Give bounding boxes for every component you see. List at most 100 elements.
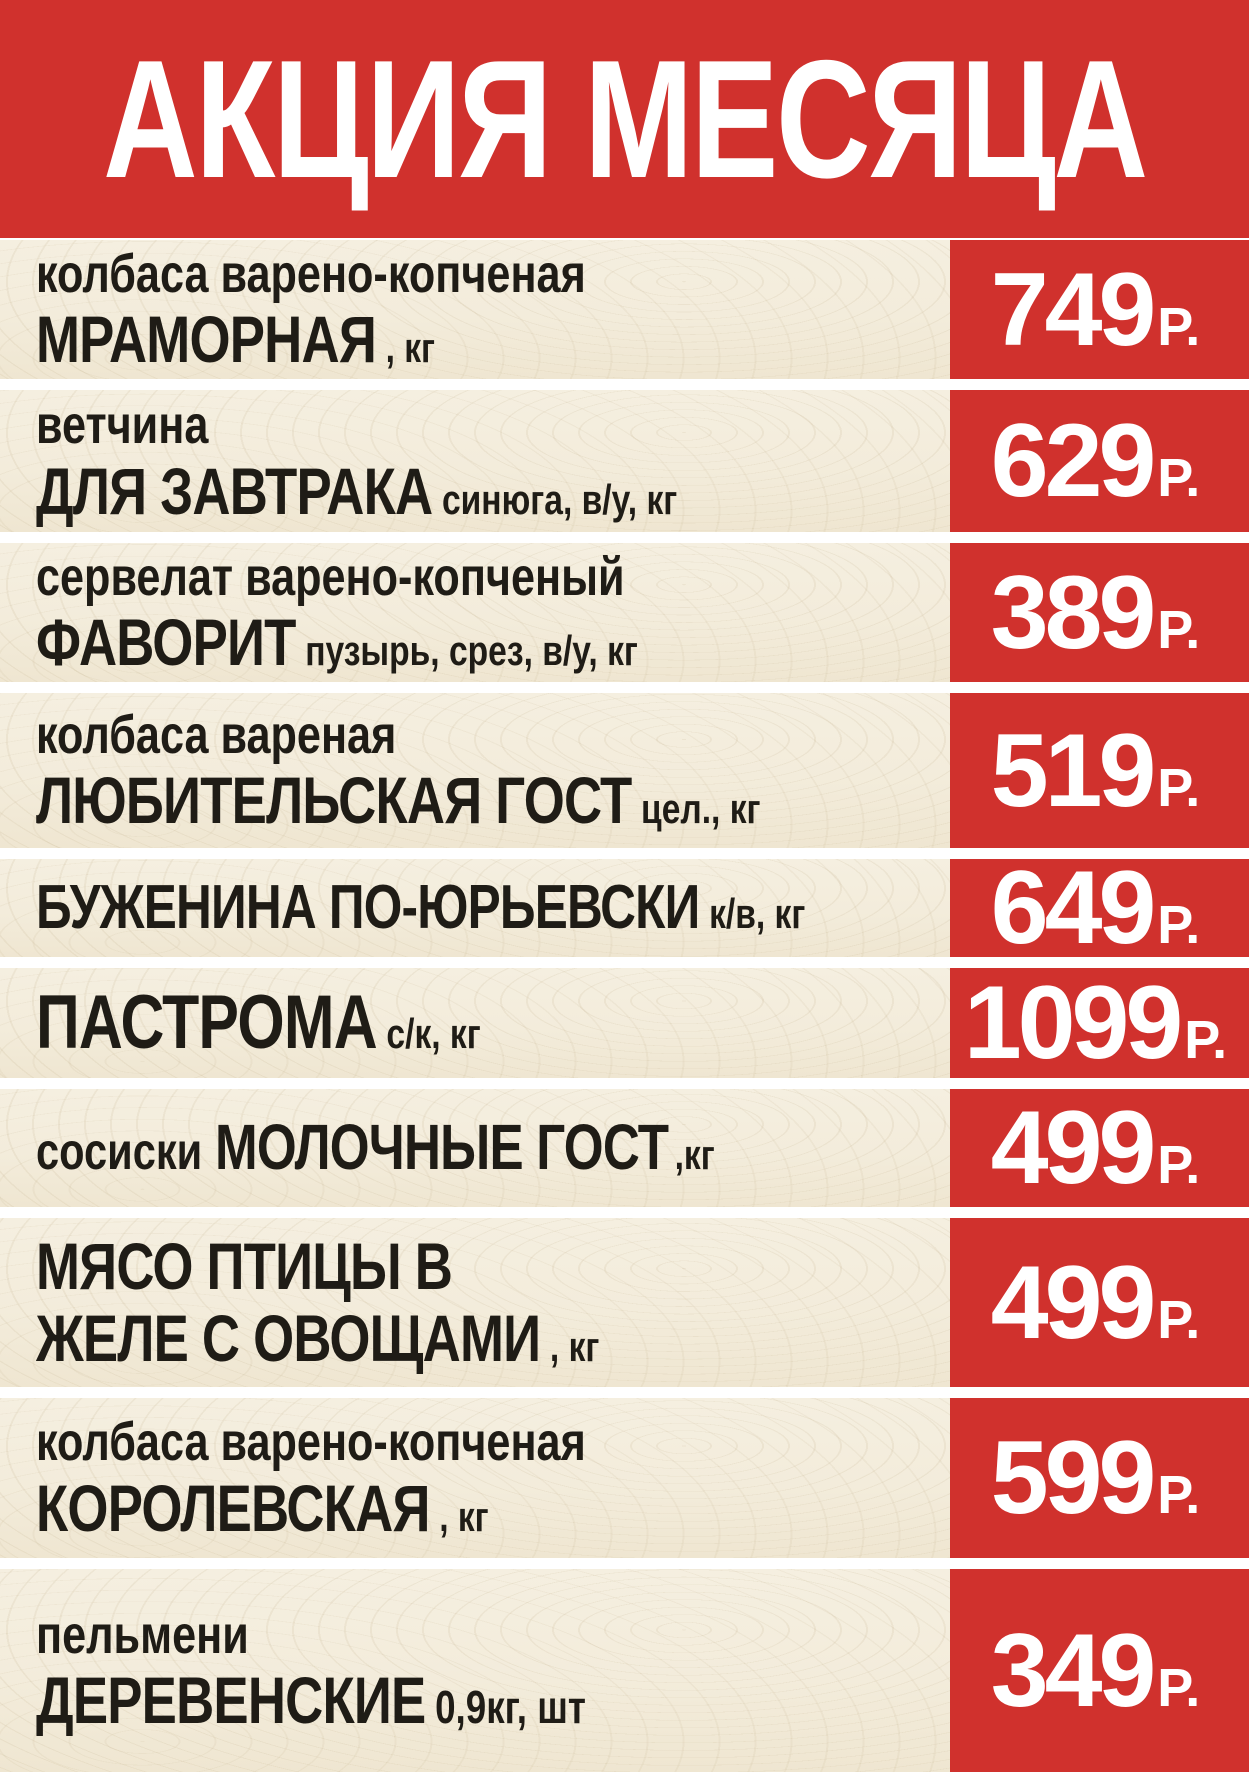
product-descriptor: колбаса варено-копченая [36,1412,586,1473]
product-info-panel: сосиски МОЛОЧНЫЕ ГОСТ ,кг [0,1089,950,1207]
product-name: МРАМОРНАЯ [36,302,377,377]
price-panel: 519Р. [950,693,1249,848]
price-value: 499 [990,1244,1157,1361]
product-row: ветчина ДЛЯ ЗАВТРАКА синюга, в/у, кг 629Р… [0,390,1249,532]
price: 599Р. [991,1426,1200,1530]
product-unit: синюга, в/у, кг [441,475,678,523]
product-row: БУЖЕНИНА ПО-ЮРЬЕВСКИ к/в, кг 649Р. [0,859,1249,957]
product-descriptor: колбаса вареная [36,704,397,765]
product-info-panel: БУЖЕНИНА ПО-ЮРЬЕВСКИ к/в, кг [0,859,950,957]
product-name-line: КОРОЛЕВСКАЯ, кг [36,1470,767,1545]
product-name-line-2: ЖЕЛЕ С ОВОЩАМИ, кг [36,1300,767,1375]
product-name: ЛЮБИТЕЛЬСКАЯ ГОСТ [36,763,632,838]
product-name-2: ЖЕЛЕ С ОВОЩАМИ [36,1300,541,1375]
product-descriptor: колбаса варено-копченая [36,243,586,304]
price-value: 749 [990,251,1157,368]
product-row: сосиски МОЛОЧНЫЕ ГОСТ ,кг 499Р. [0,1089,1249,1207]
product-name: ДЕРЕВЕНСКИЕ [36,1663,426,1738]
product-unit: , кг [439,1492,489,1540]
price: 1099Р. [964,971,1227,1075]
product-info-panel: колбаса варено-копченая КОРОЛЕВСКАЯ, кг [0,1398,950,1558]
product-name-line: ПАСТРОМА с/к, кг [36,979,767,1065]
price: 649Р. [991,859,1200,957]
product-unit: цел., кг [641,785,761,833]
product-row: колбаса вареная ЛЮБИТЕЛЬСКАЯ ГОСТ цел., к… [0,693,1249,848]
product-name: КОРОЛЕВСКАЯ [36,1470,430,1545]
product-name: МОЛОЧНЫЕ ГОСТ [215,1111,669,1184]
price: 629Р. [991,409,1200,513]
product-info-panel: сервелат варено-копченый ФАВОРИТ пузырь, … [0,543,950,682]
product-row: ПАСТРОМА с/к, кг 1099Р. [0,968,1249,1078]
price-currency: Р. [1157,1135,1201,1195]
product-info-panel: колбаса вареная ЛЮБИТЕЛЬСКАЯ ГОСТ цел., к… [0,693,950,848]
product-row: сервелат варено-копченый ФАВОРИТ пузырь, … [0,543,1249,682]
price-value: 499 [990,1090,1157,1206]
product-unit: , кг [385,324,436,372]
price: 519Р. [991,719,1200,823]
price-currency: Р. [1157,1289,1201,1350]
price-currency: Р. [1157,1465,1201,1525]
product-name-line: МЯСО ПТИЦЫ В [36,1231,767,1302]
product-name-line: ЛЮБИТЕЛЬСКАЯ ГОСТ цел., кг [36,763,767,838]
product-unit: к/в, кг [709,889,806,937]
price-value: 519 [990,712,1157,829]
product-unit: 0,9кг, шт [435,1681,586,1734]
product-unit: ,кг [674,1131,715,1179]
product-name: ФАВОРИТ [36,605,296,680]
price-currency: Р. [1157,296,1201,357]
price: 749Р. [991,258,1200,362]
price-currency: Р. [1184,1010,1228,1070]
product-name-line: ФАВОРИТ пузырь, срез, в/у, кг [36,605,767,680]
product-descriptor: пельмени [36,1604,249,1665]
product-name: БУЖЕНИНА ПО-ЮРЬЕВСКИ [36,872,700,942]
product-row: МЯСО ПТИЦЫ В ЖЕЛЕ С ОВОЩАМИ, кг 499Р. [0,1218,1249,1387]
product-info-panel: пельмени ДЕРЕВЕНСКИЕ 0,9кг, шт [0,1569,950,1772]
product-name-line: ДЕРЕВЕНСКИЕ 0,9кг, шт [36,1663,767,1738]
poster-header: АКЦИЯ МЕСЯЦА [0,0,1249,238]
price: 349Р. [991,1619,1200,1723]
product-name: МЯСО ПТИЦЫ В [36,1229,453,1304]
product-name-line: БУЖЕНИНА ПО-ЮРЬЕВСКИ к/в, кг [36,872,805,942]
promo-title: АКЦИЯ МЕСЯЦА [103,25,1148,213]
product-prefix: сосиски [36,1123,203,1182]
price-panel: 629Р. [950,390,1249,532]
price-panel: 1099Р. [950,968,1249,1078]
price-value: 629 [990,403,1157,519]
product-row: колбаса варено-копченая МРАМОРНАЯ, кг 74… [0,240,1249,379]
price-currency: Р. [1157,448,1201,508]
price-panel: 349Р. [950,1569,1249,1772]
product-info-panel: МЯСО ПТИЦЫ В ЖЕЛЕ С ОВОЩАМИ, кг [0,1218,950,1387]
price-panel: 749Р. [950,240,1249,379]
price-panel: 499Р. [950,1089,1249,1207]
product-name-line: МРАМОРНАЯ, кг [36,302,767,377]
price: 389Р. [991,561,1200,665]
product-name: ДЛЯ ЗАВТРАКА [36,453,433,528]
product-unit-2: , кг [549,1322,600,1370]
product-descriptor: ветчина [36,395,209,456]
product-name-line: сосиски МОЛОЧНЫЕ ГОСТ ,кг [36,1113,767,1182]
price-currency: Р. [1157,895,1201,955]
price-value: 599 [990,1420,1157,1536]
price-panel: 649Р. [950,859,1249,957]
price-panel: 499Р. [950,1218,1249,1387]
price-currency: Р. [1157,599,1201,660]
price: 499Р. [991,1096,1200,1200]
product-info-panel: ветчина ДЛЯ ЗАВТРАКА синюга, в/у, кг [0,390,950,532]
product-info-panel: колбаса варено-копченая МРАМОРНАЯ, кг [0,240,950,379]
price-value: 389 [990,554,1157,671]
price-currency: Р. [1157,757,1201,818]
price-panel: 599Р. [950,1398,1249,1558]
product-row: пельмени ДЕРЕВЕНСКИЕ 0,9кг, шт 349Р. [0,1569,1249,1772]
product-row: колбаса варено-копченая КОРОЛЕВСКАЯ, кг … [0,1398,1249,1558]
product-name-line: ДЛЯ ЗАВТРАКА синюга, в/у, кг [36,453,767,528]
product-name: ПАСТРОМА [36,979,378,1065]
product-unit: пузырь, срез, в/у, кг [305,627,638,675]
price: 499Р. [991,1251,1200,1355]
price-value: 649 [990,859,1157,957]
product-descriptor: сервелат варено-копченый [36,546,625,607]
price-panel: 389Р. [950,543,1249,682]
product-unit: с/к, кг [386,1009,481,1057]
price-value: 1099 [963,968,1183,1078]
product-info-panel: ПАСТРОМА с/к, кг [0,968,950,1078]
